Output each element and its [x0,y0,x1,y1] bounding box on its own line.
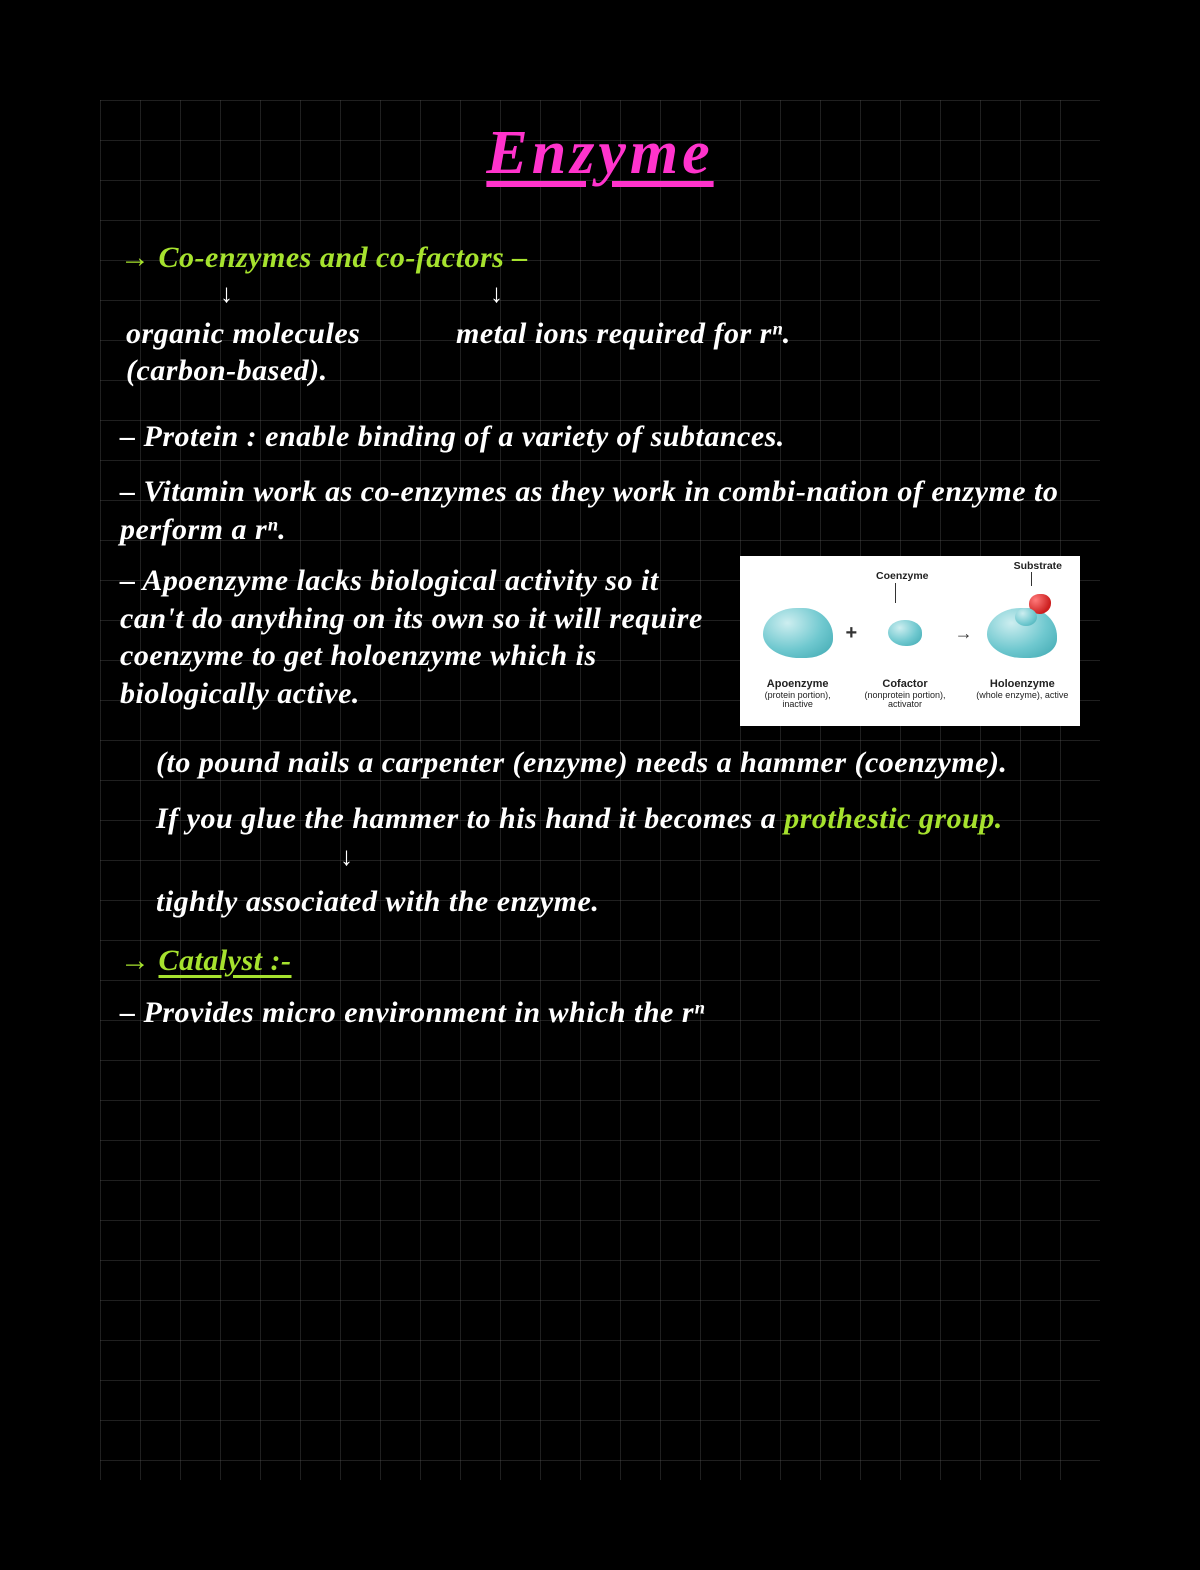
holoenzyme-diagram: Substrate Coenzyme + → Apoenzyme [740,556,1080,726]
coenzyme-def: organic molecules (carbon-based). [126,315,426,390]
term-prosthetic-group: prothestic group. [784,802,1003,835]
diagram-cofactor [857,620,952,648]
down-arrow-icon: ↓ [220,281,233,307]
down-arrow-row: ↓ [120,839,1080,877]
tight-assoc: tightly associated with the enzyme. [120,883,1080,921]
carpenter-analogy: (to pound nails a carpenter (enzyme) nee… [120,744,1080,782]
arrow-right-icon: → [953,623,975,644]
blob-icon [987,608,1057,658]
branch-arrows: ↓ ↓ [120,283,1080,309]
note-page: Enzyme Co-enzymes and co-factors – ↓ ↓ o… [100,100,1100,1480]
bullet-apoenzyme: Apoenzyme lacks biological activity so i… [120,562,722,712]
plus-icon: + [845,622,857,645]
cofactor-def: metal ions required for rⁿ. [456,315,1080,390]
branch-labels: organic molecules (carbon-based). metal … [120,309,1080,396]
diagram-label-substrate: Substrate [1014,560,1062,572]
down-arrow-icon: ↓ [490,281,503,307]
apoenzyme-row: Apoenzyme lacks biological activity so i… [120,556,1080,726]
blob-icon [763,608,833,658]
page-title: Enzyme [120,118,1080,189]
bullet-catalyst: Provides micro environment in which the … [120,994,1080,1032]
bullet-vitamin: Vitamin work as co-enzymes as they work … [120,473,1080,548]
diagram-label-coenzyme: Coenzyme [876,570,929,582]
down-arrow-icon: ↓ [340,844,354,870]
bullet-protein: Protein : enable binding of a variety of… [120,418,1080,456]
blob-icon [888,620,922,646]
diagram-holoenzyme [975,608,1070,660]
diagram-apoenzyme [750,608,845,660]
glue-line: If you glue the hammer to his hand it be… [120,800,1080,838]
section-heading-catalyst: Catalyst :- [120,942,1080,980]
section-heading-coenzymes: Co-enzymes and co-factors – [120,239,1080,277]
